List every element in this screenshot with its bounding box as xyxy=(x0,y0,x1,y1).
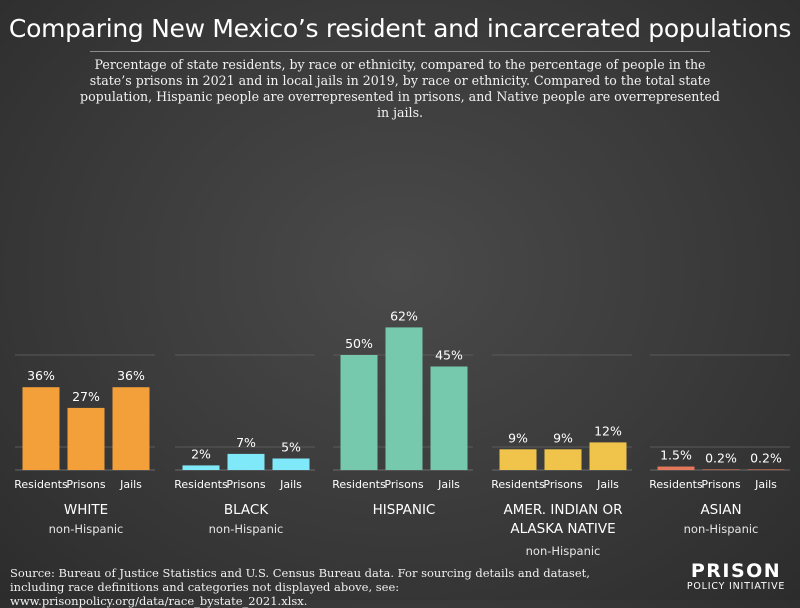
bar-asian-residents xyxy=(657,466,695,470)
tick-label-residents: Residents xyxy=(174,478,228,491)
tick-label-jails: Jails xyxy=(119,478,142,491)
group-label: ALASKA NATIVE xyxy=(510,521,615,537)
bar-amer-indian-or-alaska-native-jails xyxy=(589,442,627,470)
tick-label-prisons: Prisons xyxy=(226,478,265,491)
group-label: WHITE xyxy=(64,502,108,518)
value-label-amer-indian-or-alaska-native-jails: 12% xyxy=(594,423,622,438)
prison-policy-logo: PRISON POLICY INITIATIVE xyxy=(676,561,796,593)
group-sublabel: non-Hispanic xyxy=(49,522,124,536)
value-label-asian-residents: 1.5% xyxy=(660,448,692,463)
tick-label-jails: Jails xyxy=(754,478,777,491)
bar-asian-prisons xyxy=(702,469,740,470)
tick-label-residents: Residents xyxy=(332,478,386,491)
tick-label-jails: Jails xyxy=(596,478,619,491)
tick-label-jails: Jails xyxy=(279,478,302,491)
chart-subtitle: Percentage of state residents, by race o… xyxy=(80,57,720,120)
value-label-hispanic-jails: 45% xyxy=(435,348,463,363)
tick-label-residents: Residents xyxy=(14,478,68,491)
tick-label-residents: Residents xyxy=(649,478,703,491)
tick-label-prisons: Prisons xyxy=(384,478,423,491)
value-label-hispanic-residents: 50% xyxy=(345,336,373,351)
source-note: Source: Bureau of Justice Statistics and… xyxy=(10,566,590,608)
bar-hispanic-residents xyxy=(340,355,378,470)
chart-title: Comparing New Mexico’s resident and inca… xyxy=(8,14,792,43)
group-label: ASIAN xyxy=(700,502,741,518)
value-label-white-jails: 36% xyxy=(117,368,145,383)
tick-label-prisons: Prisons xyxy=(701,478,740,491)
group-sublabel: non-Hispanic xyxy=(684,522,759,536)
tick-label-residents: Residents xyxy=(491,478,545,491)
bar-hispanic-prisons xyxy=(385,327,423,470)
value-label-black-residents: 2% xyxy=(191,446,211,461)
bar-black-prisons xyxy=(227,453,265,470)
bar-amer-indian-or-alaska-native-residents xyxy=(499,449,537,470)
group-sublabel: non-Hispanic xyxy=(209,522,284,536)
value-label-amer-indian-or-alaska-native-prisons: 9% xyxy=(553,430,573,445)
value-label-white-prisons: 27% xyxy=(72,389,100,404)
bar-white-prisons xyxy=(67,407,105,470)
group-label: BLACK xyxy=(224,502,270,518)
value-label-amer-indian-or-alaska-native-residents: 9% xyxy=(508,430,528,445)
value-label-black-prisons: 7% xyxy=(236,435,256,450)
bar-amer-indian-or-alaska-native-prisons xyxy=(544,449,582,470)
group-sublabel: non-Hispanic xyxy=(526,544,601,558)
value-label-asian-prisons: 0.2% xyxy=(705,450,737,465)
group-label: AMER. INDIAN OR xyxy=(504,502,623,518)
logo-top-text: PRISON xyxy=(690,560,782,582)
value-label-black-jails: 5% xyxy=(281,440,301,455)
value-label-asian-jails: 0.2% xyxy=(750,450,782,465)
bar-black-residents xyxy=(182,465,220,470)
tick-label-prisons: Prisons xyxy=(66,478,105,491)
tick-label-jails: Jails xyxy=(437,478,460,491)
value-label-white-residents: 36% xyxy=(27,368,55,383)
value-label-hispanic-prisons: 62% xyxy=(390,308,418,323)
logo-bottom-text: POLICY INITIATIVE xyxy=(686,581,786,592)
bar-hispanic-jails xyxy=(430,366,468,470)
bar-white-jails xyxy=(112,387,150,470)
bar-white-residents xyxy=(22,387,60,470)
bar-asian-jails xyxy=(747,469,785,470)
bar-chart: 36% Residents 27% Prisons 36% Jails WHITE non-H… xyxy=(14,308,790,558)
group-label: HISPANIC xyxy=(373,502,436,518)
tick-label-prisons: Prisons xyxy=(543,478,582,491)
title-divider xyxy=(90,51,710,52)
bar-black-jails xyxy=(272,458,310,470)
